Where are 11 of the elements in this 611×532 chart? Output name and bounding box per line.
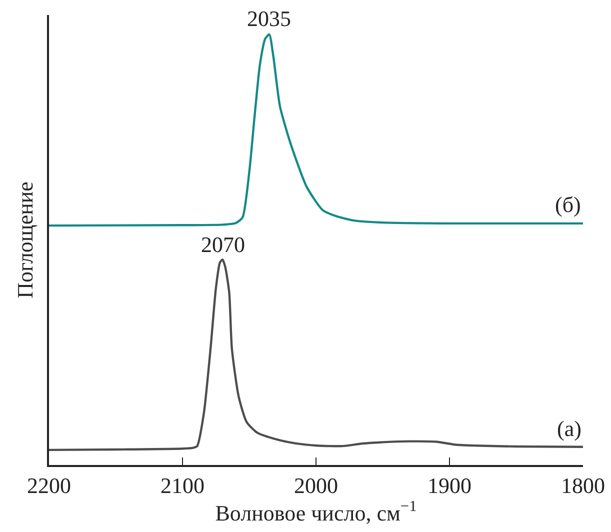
series-label: (а) — [557, 416, 582, 441]
x-tick-label: 2200 — [27, 473, 71, 498]
x-tick-label: 1900 — [428, 473, 472, 498]
annotation: 2035 — [247, 6, 291, 31]
x-tick-label: 2000 — [294, 473, 338, 498]
y-axis-title: Поглощение — [12, 182, 38, 298]
series-label: (б) — [555, 192, 581, 217]
x-tick-label: 1800 — [561, 473, 605, 498]
annotation: 2070 — [201, 232, 245, 257]
x-tick-label: 2100 — [160, 473, 204, 498]
x-axis-title: Волновое число, см$^{−1}$ — [215, 498, 417, 526]
